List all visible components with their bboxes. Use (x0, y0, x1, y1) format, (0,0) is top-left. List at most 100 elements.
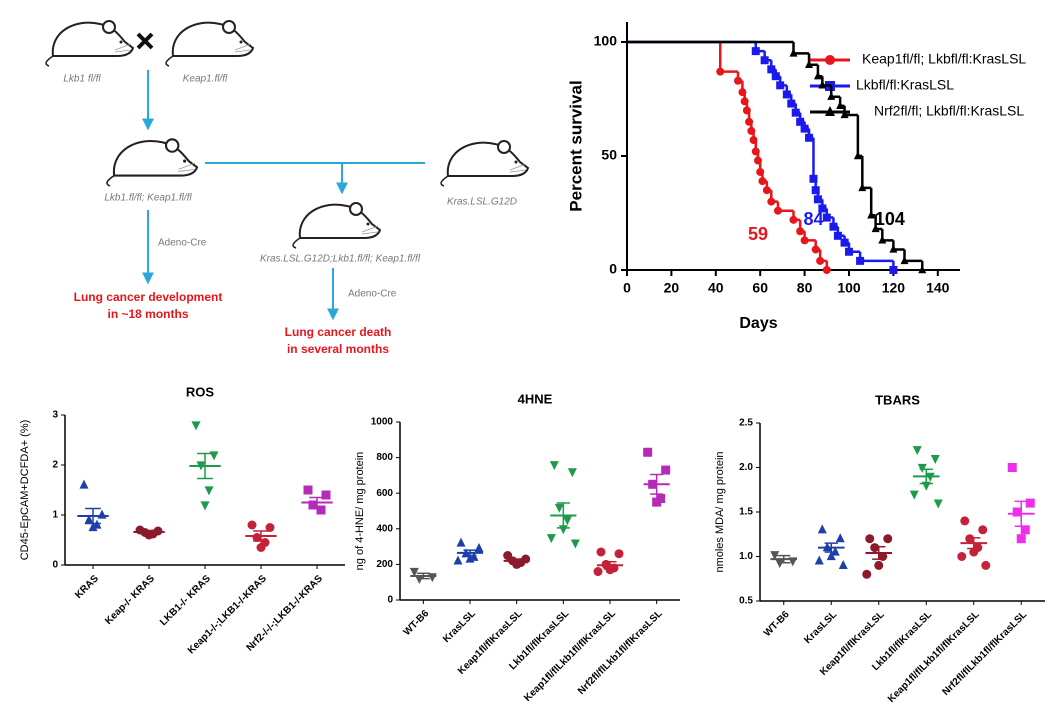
outcome-label: in ~18 months (107, 307, 188, 321)
data-point (805, 133, 814, 142)
survival-step (858, 251, 894, 263)
y-axis-label: CD45-EpCAM+DCFDA+ (%) (19, 420, 31, 561)
y-tick-label: 0.5 (739, 596, 753, 607)
data-point (767, 65, 776, 74)
data-point (917, 463, 927, 473)
x-tick-label: Keap1fl/flLkb1fl/flKrasLSL (522, 608, 618, 704)
data-point (596, 547, 606, 557)
median-label: 104 (875, 209, 905, 229)
data-point (427, 573, 437, 583)
data-point (883, 534, 893, 544)
data-point (933, 499, 943, 509)
data-point (789, 215, 798, 224)
data-point (965, 534, 975, 544)
x-axis-label: Days (739, 315, 777, 332)
data-point (817, 524, 827, 534)
data-point (771, 72, 780, 81)
x-tick-label: WT-B6 (762, 609, 792, 639)
mouse-icon (45, 20, 134, 67)
genotype-label: Kras.LSL.G12D (447, 197, 517, 208)
y-tick-label: 2.5 (739, 418, 753, 429)
data-point (716, 67, 725, 76)
treatment-label: Adeno-Cre (348, 289, 397, 300)
y-tick-label: 0 (387, 595, 393, 606)
data-point (593, 567, 603, 577)
data-point (835, 533, 845, 543)
data-point (800, 124, 809, 133)
x-tick-label: KrasLSL (441, 608, 478, 645)
data-point (643, 447, 653, 457)
data-point (758, 177, 767, 186)
data-point (874, 560, 884, 570)
data-point (775, 559, 785, 569)
data-point (760, 56, 769, 65)
x-tick-label: Nrf2fl/flLkb1fl/flKrasLSL (576, 608, 665, 697)
y-axis-label: nmoles MDA/ mg protein (714, 451, 726, 572)
genotype-label: Lkb1 fl/fl (63, 74, 101, 85)
data-point (856, 256, 865, 265)
data-point (567, 468, 577, 478)
mouse-icon (292, 202, 381, 249)
data-point (853, 151, 862, 160)
data-point (981, 560, 991, 570)
y-tick-label: 0 (609, 261, 617, 277)
data-point (816, 256, 825, 265)
data-point (1020, 525, 1030, 535)
data-point (822, 213, 831, 222)
treatment-label: Adeno-Cre (158, 238, 207, 249)
x-tick-label: 140 (926, 280, 950, 296)
mouse-icon (105, 138, 199, 187)
y-tick-label: 2.0 (739, 462, 753, 473)
y-tick-label: 1.0 (739, 551, 753, 562)
data-point (809, 174, 818, 183)
data-point (787, 99, 796, 108)
data-point (840, 238, 849, 247)
data-point (614, 549, 624, 559)
x-tick-label: 80 (797, 280, 813, 296)
genotype-label: Lkb1.fl/fl; Keap1.fl/fl (104, 193, 192, 204)
legend-label: Keap1fl/fl; Lkbfl/fl:KrasLSL (862, 51, 1026, 67)
x-tick-label: Keap1fl/flLkb1fl/flKrasLSL (886, 609, 982, 705)
data-point (818, 204, 827, 213)
y-tick-label: 600 (376, 488, 393, 499)
genotype-label: Keap1.fl/fl (183, 74, 228, 85)
legend-label: Lkbfl/fl:KrasLSL (856, 77, 954, 93)
data-point (734, 76, 742, 85)
data-point (838, 560, 848, 569)
data-point (79, 479, 89, 489)
data-point (900, 256, 909, 265)
y-tick-label: 1000 (371, 417, 394, 428)
x-tick-label: 20 (664, 280, 680, 296)
legend-marker (825, 106, 835, 116)
genotype-label: Kras.LSL.G12D;Lkb1.fl/fl; Keap1.fl/fl (260, 254, 421, 265)
data-point (88, 522, 98, 532)
data-point (1012, 507, 1022, 517)
data-point (811, 245, 820, 254)
data-point (796, 117, 805, 126)
chart-title: ROS (186, 384, 215, 399)
data-point (321, 490, 331, 500)
survival-step (718, 42, 738, 73)
data-point (845, 247, 853, 256)
y-tick-label: 50 (601, 147, 617, 163)
data-point (870, 543, 880, 553)
data-point (1025, 498, 1035, 508)
data-point (789, 48, 798, 57)
y-axis-label: ng of 4-HNE/ mg protein (354, 452, 366, 571)
data-point (833, 231, 842, 240)
data-point (836, 101, 845, 110)
data-point (204, 486, 214, 496)
data-point (546, 534, 556, 544)
data-point (554, 503, 564, 513)
data-point (97, 509, 107, 519)
data-point (871, 224, 880, 233)
data-point (465, 553, 475, 563)
data-point (303, 485, 313, 495)
data-point (247, 520, 257, 530)
data-point (858, 183, 867, 192)
y-tick-label: 100 (594, 33, 618, 49)
data-point (822, 266, 831, 274)
survival-step (843, 105, 858, 117)
y-tick-label: 1.5 (739, 507, 753, 518)
y-tick-label: 0 (52, 560, 58, 571)
